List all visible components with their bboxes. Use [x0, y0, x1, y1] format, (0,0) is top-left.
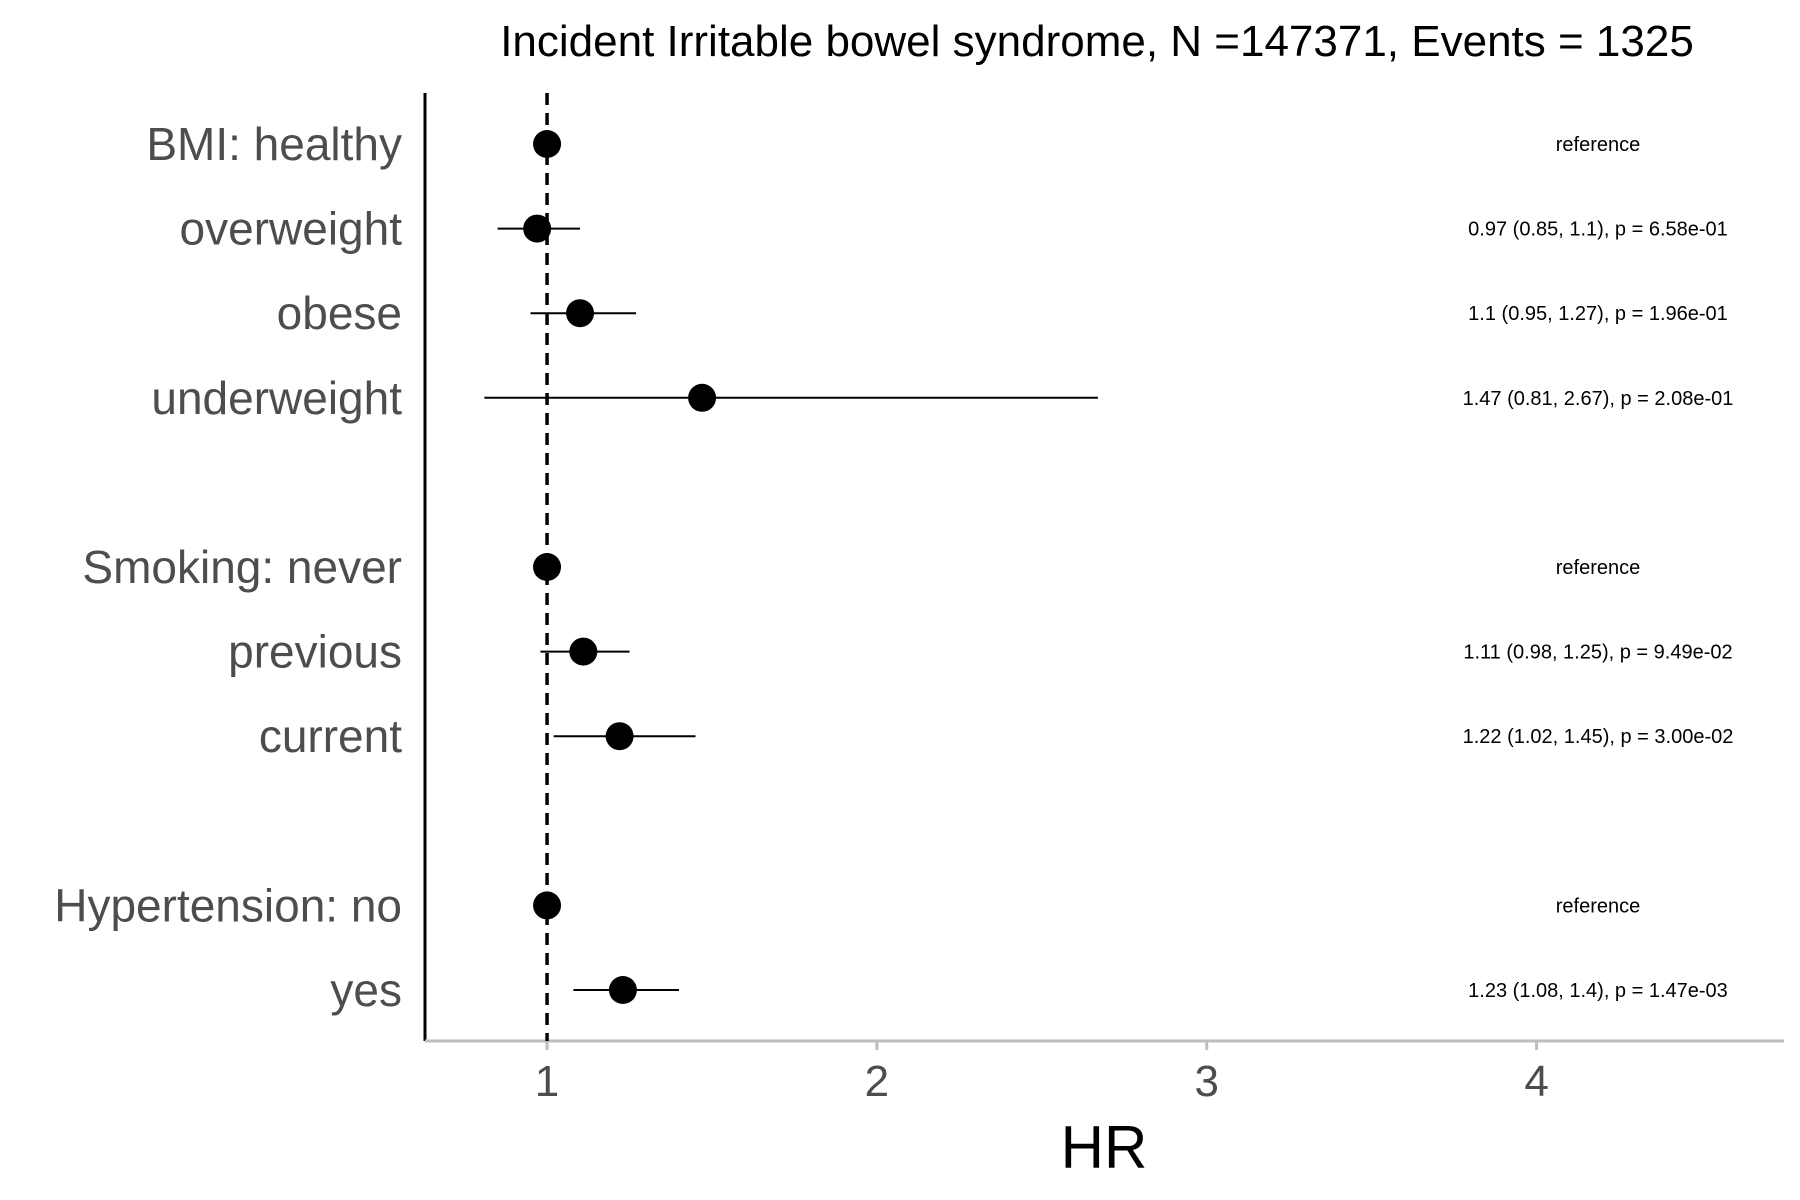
x-tick-label: 4: [1524, 1057, 1548, 1106]
x-tick-label: 1: [535, 1057, 559, 1106]
estimate-annotation: 1.22 (1.02, 1.45), p = 3.00e-02: [1463, 726, 1734, 748]
estimate-annotation: 1.11 (0.98, 1.25), p = 9.49e-02: [1463, 642, 1732, 664]
estimate-annotation: 0.97 (0.85, 1.1), p = 6.58e-01: [1468, 219, 1728, 241]
hr-point: [569, 637, 598, 666]
row-label: underweight: [151, 372, 402, 424]
estimate-annotation: 1.47 (0.81, 2.67), p = 2.08e-01: [1463, 388, 1734, 410]
estimate-annotation: reference: [1556, 134, 1641, 156]
hr-point: [688, 383, 717, 412]
row-label: BMI: healthy: [146, 118, 402, 170]
x-axis-ticks: 1 2 3 4: [535, 1041, 1549, 1106]
x-tick-label: 2: [865, 1057, 889, 1106]
hr-point: [523, 214, 552, 243]
hr-point: [566, 299, 595, 328]
row-label: current: [259, 710, 402, 762]
hr-point: [533, 891, 562, 920]
row-label: overweight: [180, 203, 403, 255]
row-label: obese: [277, 287, 402, 339]
estimate-annotation: reference: [1556, 895, 1641, 917]
estimate-annotation: 1.23 (1.08, 1.4), p = 1.47e-03: [1468, 980, 1728, 1002]
estimate-annotation: 1.1 (0.95, 1.27), p = 1.96e-01: [1468, 303, 1728, 325]
row-label: Hypertension: no: [54, 879, 402, 931]
x-tick-label: 3: [1195, 1057, 1219, 1106]
row-label: yes: [330, 964, 402, 1016]
hr-point: [608, 976, 637, 1004]
estimate-annotation: reference: [1556, 557, 1641, 579]
x-axis-label: HR: [1061, 1114, 1148, 1181]
plot-rows: BMI: healthy reference overweight 0.97 (0.8…: [54, 118, 1733, 1016]
row-label: Smoking: never: [82, 541, 402, 593]
hr-point: [533, 553, 562, 581]
hr-point: [605, 722, 634, 751]
row-label: previous: [228, 626, 402, 678]
chart-title: Incident Irritable bowel syndrome, N =14…: [500, 17, 1694, 66]
